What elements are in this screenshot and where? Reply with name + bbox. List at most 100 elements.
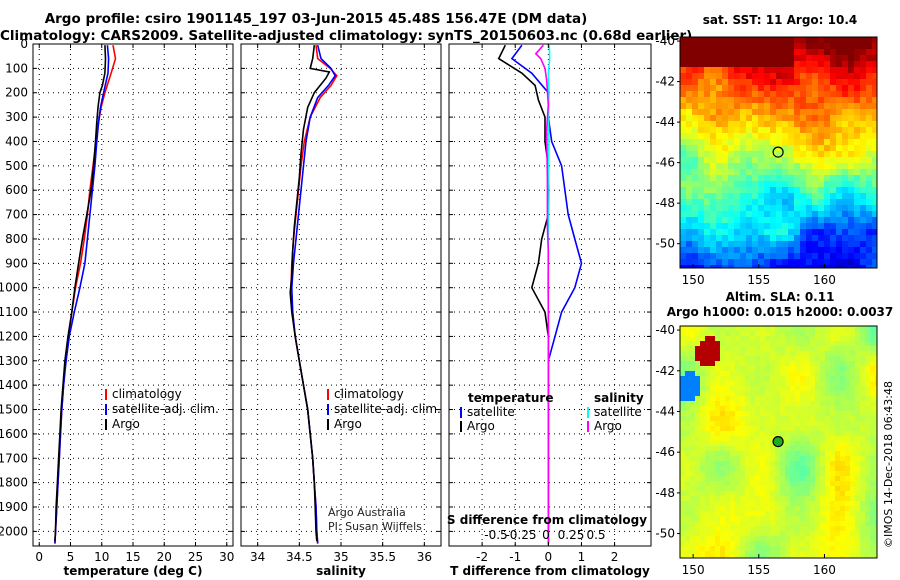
heatmap-cell bbox=[860, 396, 865, 401]
heatmap-cell bbox=[745, 511, 750, 516]
heatmap-cell bbox=[845, 351, 850, 356]
heatmap-cell bbox=[680, 181, 686, 187]
heatmap-cell bbox=[680, 241, 686, 247]
heatmap-cell bbox=[835, 396, 840, 401]
heatmap-cell bbox=[836, 169, 842, 175]
heatmap-cell bbox=[690, 361, 695, 366]
heatmap-cell bbox=[795, 506, 800, 511]
heatmap-cell bbox=[810, 516, 815, 521]
heatmap-cell bbox=[725, 436, 730, 441]
heatmap-cell bbox=[722, 259, 728, 265]
heatmap-cell bbox=[725, 441, 730, 446]
heatmap-cell bbox=[836, 217, 842, 223]
heatmap-cell bbox=[700, 361, 705, 366]
heatmap-cell bbox=[735, 456, 740, 461]
heatmap-cell bbox=[780, 341, 785, 346]
heatmap-cell bbox=[775, 396, 780, 401]
heatmap-cell bbox=[780, 536, 785, 541]
heatmap-cell bbox=[764, 103, 770, 109]
heatmap-cell bbox=[700, 556, 705, 558]
heatmap-cell bbox=[810, 341, 815, 346]
heatmap-cell bbox=[866, 253, 872, 259]
heatmap-cell bbox=[865, 491, 870, 496]
heatmap-cell bbox=[725, 556, 730, 558]
heatmap-cell bbox=[782, 91, 788, 97]
heatmap-cell bbox=[782, 175, 788, 181]
heatmap-cell bbox=[690, 441, 695, 446]
heatmap-cell bbox=[692, 253, 698, 259]
heatmap-cell bbox=[815, 391, 820, 396]
heatmap-cell bbox=[715, 456, 720, 461]
heatmap-cell bbox=[750, 556, 755, 558]
heatmap-cell bbox=[835, 471, 840, 476]
heatmap-cell bbox=[806, 85, 812, 91]
heatmap-cell bbox=[722, 109, 728, 115]
heatmap-cell bbox=[685, 506, 690, 511]
heatmap-cell bbox=[875, 551, 877, 556]
heatmap-cell bbox=[735, 401, 740, 406]
heatmap-cell bbox=[855, 531, 860, 536]
heatmap-cell bbox=[800, 157, 806, 163]
heatmap-cell bbox=[746, 145, 752, 151]
heatmap-cell bbox=[810, 461, 815, 466]
heatmap-cell bbox=[815, 331, 820, 336]
heatmap-cell bbox=[845, 536, 850, 541]
heatmap-cell bbox=[780, 391, 785, 396]
heatmap-cell bbox=[820, 421, 825, 426]
heatmap-cell bbox=[715, 391, 720, 396]
heatmap-cell bbox=[830, 229, 836, 235]
heatmap-cell bbox=[795, 551, 800, 556]
heatmap-cell bbox=[800, 67, 806, 73]
heatmap-cell bbox=[785, 531, 790, 536]
heatmap-cell bbox=[775, 406, 780, 411]
heatmap-cell bbox=[860, 421, 865, 426]
heatmap-cell bbox=[770, 446, 775, 451]
heatmap-cell bbox=[715, 441, 720, 446]
heatmap-cell bbox=[785, 366, 790, 371]
heatmap-cell bbox=[685, 461, 690, 466]
heatmap-cell bbox=[734, 187, 740, 193]
heatmap-cell bbox=[830, 163, 836, 169]
heatmap-cell bbox=[686, 121, 692, 127]
heatmap-cell bbox=[730, 406, 735, 411]
heatmap-cell bbox=[775, 506, 780, 511]
heatmap-cell bbox=[750, 451, 755, 456]
heatmap-cell bbox=[680, 336, 685, 341]
heatmap-cell bbox=[855, 366, 860, 371]
heatmap-cell bbox=[715, 486, 720, 491]
heatmap-cell bbox=[750, 501, 755, 506]
heatmap-cell bbox=[752, 127, 758, 133]
heatmap-cell bbox=[698, 97, 704, 103]
heatmap-cell bbox=[715, 331, 720, 336]
heatmap-cell bbox=[860, 461, 865, 466]
heatmap-cell bbox=[685, 491, 690, 496]
heatmap-cell bbox=[770, 536, 775, 541]
heatmap-cell bbox=[866, 121, 872, 127]
heatmap-cell bbox=[690, 336, 695, 341]
heatmap-cell bbox=[830, 351, 835, 356]
heatmap-cell bbox=[745, 546, 750, 551]
heatmap-cell bbox=[690, 381, 695, 386]
heatmap-cell bbox=[764, 229, 770, 235]
heatmap-cell bbox=[746, 43, 752, 49]
heatmap-cell bbox=[875, 511, 877, 516]
heatmap-cell bbox=[740, 446, 745, 451]
heatmap-cell bbox=[705, 346, 710, 351]
heatmap-cell bbox=[692, 175, 698, 181]
heatmap-cell bbox=[866, 205, 872, 211]
heatmap-cell bbox=[710, 331, 715, 336]
heatmap-cell bbox=[705, 466, 710, 471]
heatmap-cell bbox=[680, 401, 685, 406]
heatmap-cell bbox=[820, 326, 825, 331]
heatmap-cell bbox=[735, 441, 740, 446]
heatmap-cell bbox=[752, 223, 758, 229]
heatmap-cell bbox=[705, 361, 710, 366]
heatmap-cell bbox=[830, 396, 835, 401]
heatmap-cell bbox=[765, 401, 770, 406]
heatmap-cell bbox=[866, 79, 872, 85]
heatmap-cell bbox=[782, 67, 788, 73]
heatmap-cell bbox=[770, 496, 775, 501]
heatmap-cell bbox=[770, 526, 775, 531]
heatmap-cell bbox=[866, 133, 872, 139]
heatmap-cell bbox=[848, 139, 854, 145]
